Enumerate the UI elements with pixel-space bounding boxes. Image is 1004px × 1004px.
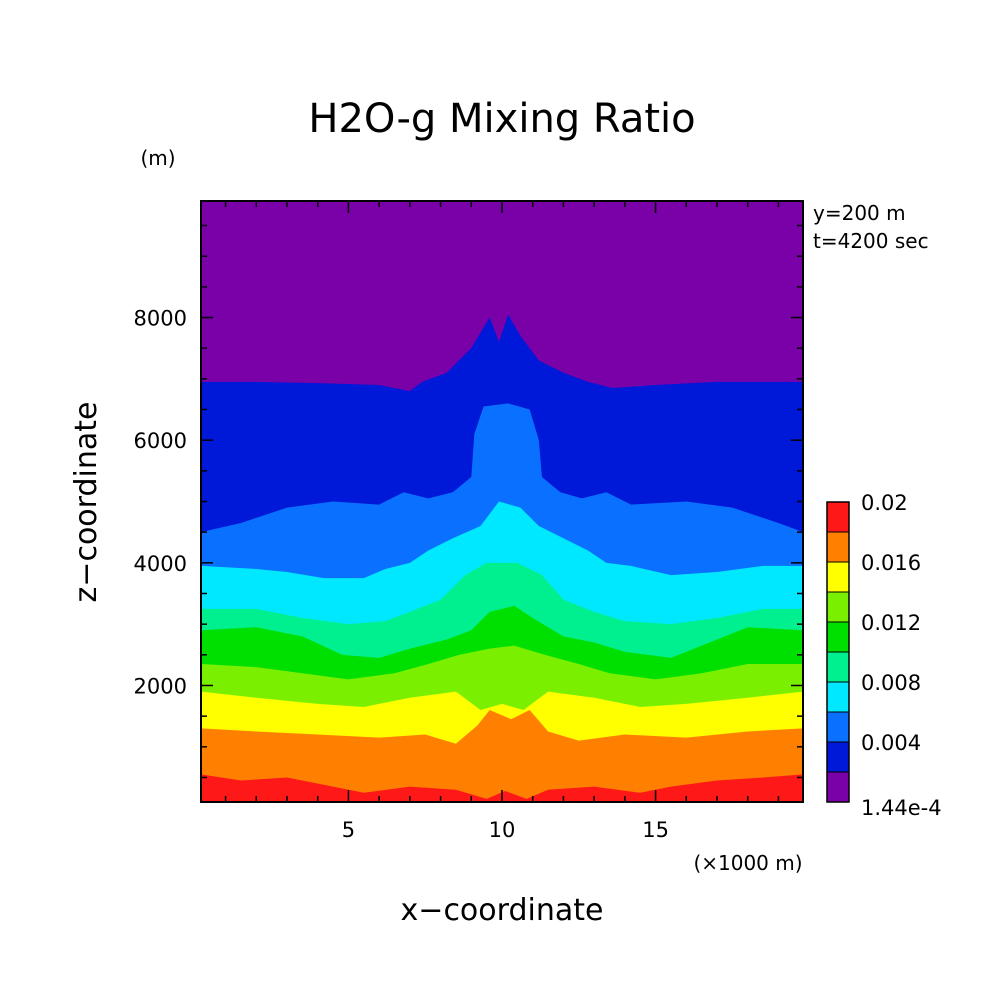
- y-tick-label: 4000: [134, 552, 187, 576]
- colorbar-swatch: [827, 622, 849, 652]
- contour-band: [201, 710, 803, 802]
- colorbar: 0.02 0.016 0.012 0.008 0.004 1.44e-4: [826, 491, 942, 820]
- x-tick-label: 15: [642, 818, 669, 842]
- colorbar-swatch: [827, 592, 849, 622]
- y-tick-label: 2000: [134, 674, 187, 698]
- y-tick-label: 8000: [134, 307, 187, 331]
- colorbar-swatch: [827, 712, 849, 742]
- contour-fill-layer: [201, 201, 803, 802]
- annotation-y: y=200 m: [813, 201, 906, 225]
- colorbar-swatch: [827, 502, 849, 532]
- y-unit-label: (m): [140, 146, 175, 170]
- colorbar-swatch: [827, 652, 849, 682]
- colorbar-swatch: [827, 532, 849, 562]
- y-axis-title: z−coordinate: [69, 402, 104, 603]
- colorbar-swatch: [827, 772, 849, 802]
- y-tick-label: 6000: [134, 429, 187, 453]
- colorbar-label: 0.02: [861, 491, 908, 515]
- colorbar-label: 0.004: [861, 731, 921, 755]
- x-axis-ticks: 5 10 15: [224, 201, 780, 842]
- colorbar-swatch: [827, 742, 849, 772]
- contour-band: [201, 774, 803, 802]
- x-unit-label: (×1000 m): [693, 851, 802, 875]
- y-axis-ticks: 2000 4000 6000 8000: [134, 224, 803, 779]
- annotation-t: t=4200 sec: [813, 229, 929, 253]
- colorbar-label: 0.012: [861, 611, 921, 635]
- x-axis-title: x−coordinate: [401, 893, 604, 928]
- x-tick-label: 10: [489, 818, 516, 842]
- colorbar-label: 0.008: [861, 671, 921, 695]
- colorbar-min-label: 1.44e-4: [861, 796, 942, 820]
- colorbar-label: 0.016: [861, 551, 921, 575]
- colorbar-swatch: [827, 562, 849, 592]
- chart-title: H2O-g Mixing Ratio: [308, 96, 695, 142]
- colorbar-swatch: [827, 682, 849, 712]
- x-tick-label: 5: [342, 818, 355, 842]
